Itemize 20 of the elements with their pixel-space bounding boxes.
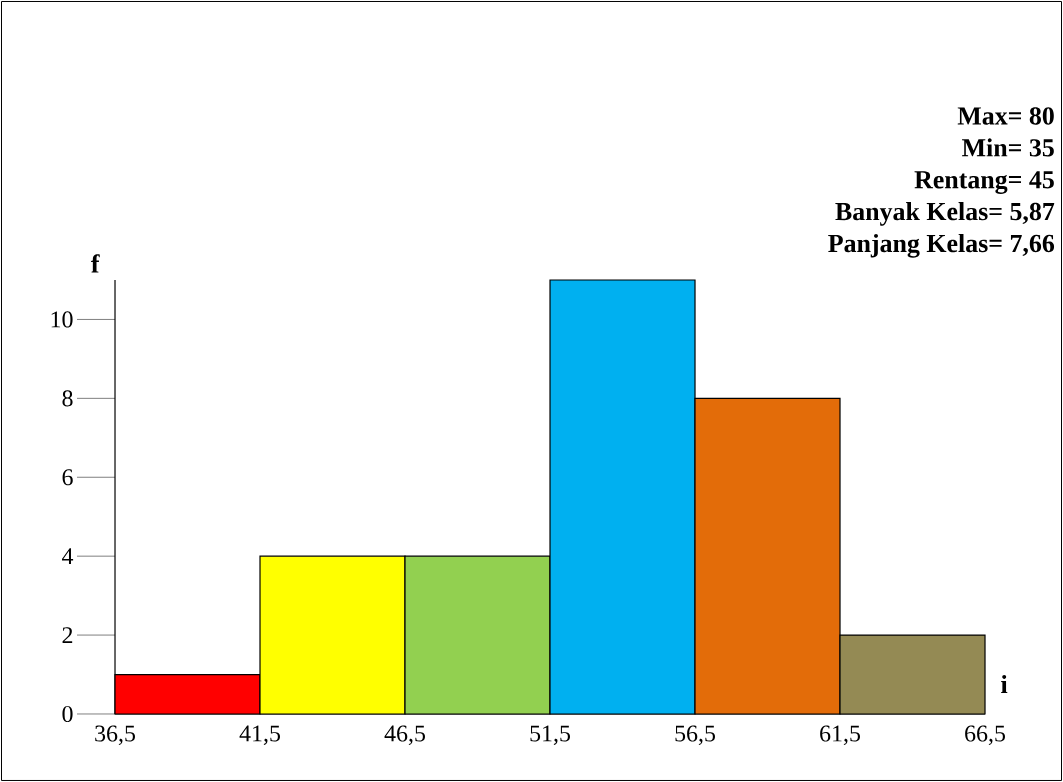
y-axis-title: f [91,254,100,273]
x-axis-title: i [1001,675,1008,693]
text: Min= 35 [962,138,1054,157]
x-tick-label: 66,5 [965,725,1005,746]
x-tick-label: 36,5 [95,725,135,746]
text: Panjang Kelas= 7,66 [828,233,1055,258]
x-tick-label: 41,5 [239,725,280,745]
y-tick-label: 6 [62,469,73,486]
text: Rentang= 45 [914,171,1054,194]
x-tick-label: 61,5 [820,725,860,746]
y-tick-label: 4 [62,548,74,565]
x-tick-label: 51,5 [530,725,570,745]
x-tick-label: 56,5 [675,725,715,746]
y-tick-label: 10 [51,311,73,328]
y-tick-label: 2 [62,627,73,643]
y-tick-label: 0 [62,705,73,723]
text: Max= 80 [957,107,1054,125]
x-tick-label: 46,5 [384,725,425,746]
y-tick-label: 8 [62,390,73,407]
text: Banyak Kelas= 5,87 [835,202,1055,226]
